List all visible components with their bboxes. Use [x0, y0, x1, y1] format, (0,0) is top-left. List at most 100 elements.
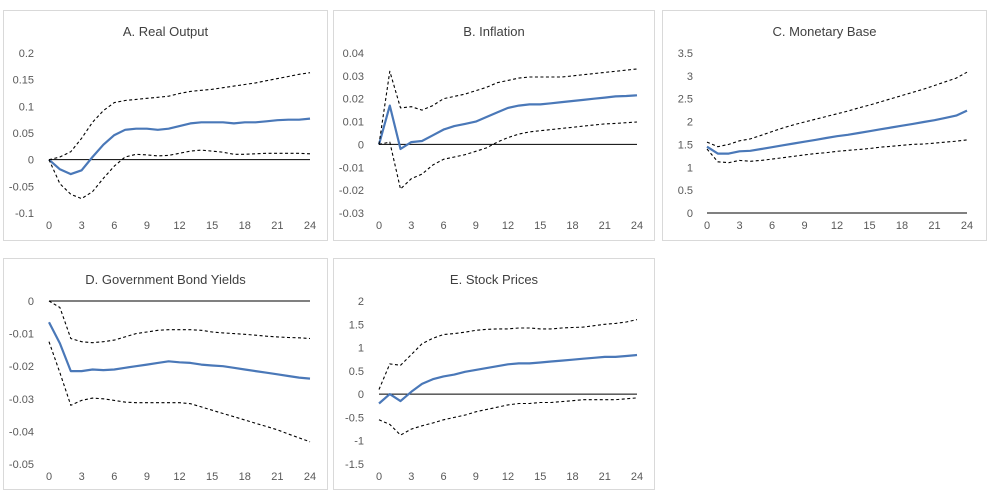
x-tick-label: 3 [79, 220, 85, 232]
y-tick-label: 1.5 [349, 319, 364, 331]
x-tick-label: 6 [111, 220, 117, 232]
panel-monetary-base: C. Monetary Base 3.5 3 2.5 2 1.5 1 0.5 0 0 3 6 9 12 1… [662, 10, 987, 241]
y-tick-label: -1.5 [345, 459, 364, 471]
x-tick-label: 15 [206, 471, 218, 483]
x-tick-label: 15 [534, 220, 546, 232]
y-tick-label: 0.04 [343, 48, 364, 60]
y-tick-label: 3.5 [678, 48, 693, 60]
x-tick-label: 21 [928, 220, 940, 232]
x-tick-label: 0 [46, 220, 52, 232]
panel-stock-prices: E. Stock Prices 2 1.5 1 0.5 0 -0.5 -1 -1.5 0 3 6 9 1… [333, 258, 655, 490]
y-tick-label: 0.03 [343, 71, 364, 83]
y-tick-label: 0.5 [678, 185, 693, 197]
series-line-upper-band [378, 319, 638, 390]
x-tick-label: 9 [144, 220, 150, 232]
chart-inflation: 0.04 0.03 0.02 0.01 0 -0.01 -0.02 -0.03 0 3 6 9 12 15… [339, 48, 643, 232]
panel-government-bond-yields: D. Government Bond Yields 0 -0.01 -0.02 -0.… [3, 258, 328, 490]
x-tick-label: 24 [631, 220, 643, 232]
y-tick-label: 0 [358, 139, 364, 151]
x-tick-label: 0 [704, 220, 710, 232]
x-tick-label: 18 [239, 220, 251, 232]
y-tick-label: 0.2 [19, 48, 34, 60]
x-tick-label: 15 [206, 220, 218, 232]
y-tick-label: -0.01 [339, 162, 364, 174]
x-tick-label: 9 [144, 471, 150, 483]
series-line-irf [48, 321, 311, 380]
y-tick-label: 1.5 [678, 139, 693, 151]
y-tick-label: 0.01 [343, 117, 364, 129]
y-tick-label: -0.1 [15, 208, 34, 220]
y-tick-label: 0.02 [343, 94, 364, 106]
y-tick-label: -0.02 [9, 361, 34, 373]
panel-title: B. Inflation [463, 24, 525, 39]
x-tick-label: 6 [440, 471, 446, 483]
x-tick-label: 0 [376, 471, 382, 483]
series-line-irf [378, 353, 638, 405]
x-tick-label: 18 [896, 220, 908, 232]
y-tick-label: 1 [358, 343, 364, 355]
x-tick-label: 9 [801, 220, 807, 232]
y-tick-label: -0.03 [339, 208, 364, 220]
series-line-upper-band [378, 68, 638, 145]
y-tick-label: 2 [687, 117, 693, 129]
x-tick-label: 15 [534, 471, 546, 483]
y-tick-label: 0 [28, 296, 34, 308]
x-tick-label: 3 [79, 471, 85, 483]
x-tick-label: 21 [599, 220, 611, 232]
y-tick-label: -0.04 [9, 426, 34, 438]
y-tick-label: 1 [687, 162, 693, 174]
x-tick-label: 12 [831, 220, 843, 232]
y-tick-label: 0 [687, 208, 693, 220]
y-tick-label: 2.5 [678, 94, 693, 106]
x-tick-label: 9 [473, 220, 479, 232]
chart-government-bond-yields: 0 -0.01 -0.02 -0.03 -0.04 -0.05 0 3 6 9 12 15 18 21 24 [9, 296, 316, 483]
x-tick-label: 0 [376, 220, 382, 232]
x-tick-label: 18 [239, 471, 251, 483]
chart-stock-prices: 2 1.5 1 0.5 0 -0.5 -1 -1.5 0 3 6 9 12 15 18 21 24 [345, 296, 643, 483]
x-tick-label: 21 [271, 471, 283, 483]
x-tick-label: 12 [173, 471, 185, 483]
panel-title: C. Monetary Base [772, 24, 877, 39]
series-line-lower-band [378, 397, 638, 436]
series-line-lower-band [378, 121, 638, 190]
x-tick-label: 18 [566, 220, 578, 232]
y-tick-label: 0 [358, 389, 364, 401]
series-line-upper-band [48, 72, 311, 161]
y-tick-label: -0.01 [9, 329, 34, 341]
x-tick-label: 6 [111, 471, 117, 483]
y-tick-label: -0.03 [9, 394, 34, 406]
panel-title: D. Government Bond Yields [85, 272, 246, 287]
panel-title: A. Real Output [122, 24, 209, 39]
y-tick-label: 0.5 [349, 366, 364, 378]
x-tick-label: 24 [304, 471, 316, 483]
x-tick-label: 12 [502, 220, 514, 232]
y-tick-label: -1 [354, 436, 364, 448]
x-tick-label: 24 [631, 471, 643, 483]
y-tick-label: 0.1 [19, 101, 34, 113]
panel-inflation: B. Inflation 0.04 0.03 0.02 0.01 0 -0.01 -0.02… [333, 10, 655, 241]
y-tick-label: -0.5 [345, 412, 364, 424]
x-tick-label: 3 [736, 220, 742, 232]
x-tick-label: 24 [304, 220, 316, 232]
series-line-irf [377, 94, 638, 151]
x-tick-label: 0 [46, 471, 52, 483]
y-tick-label: -0.05 [9, 181, 34, 193]
y-tick-label: 3 [687, 71, 693, 83]
y-tick-label: -0.02 [339, 185, 364, 197]
y-tick-label: 0.15 [13, 75, 34, 87]
x-tick-label: 12 [502, 471, 514, 483]
series-line-lower-band [48, 149, 311, 200]
series-line-upper-band [706, 71, 968, 148]
panel-title: E. Stock Prices [449, 272, 539, 287]
series-line-upper-band [48, 300, 311, 344]
series-line-irf [48, 117, 311, 176]
x-tick-label: 21 [599, 471, 611, 483]
x-tick-label: 6 [769, 220, 775, 232]
y-tick-label: 0 [28, 155, 34, 167]
series-line-lower-band [706, 139, 968, 164]
chart-monetary-base: 3.5 3 2.5 2 1.5 1 0.5 00 3 6 9 12 15 18 21 24 [678, 48, 973, 232]
x-tick-label: 3 [408, 471, 414, 483]
x-tick-label: 24 [961, 220, 973, 232]
x-tick-label: 12 [173, 220, 185, 232]
x-tick-label: 3 [408, 220, 414, 232]
